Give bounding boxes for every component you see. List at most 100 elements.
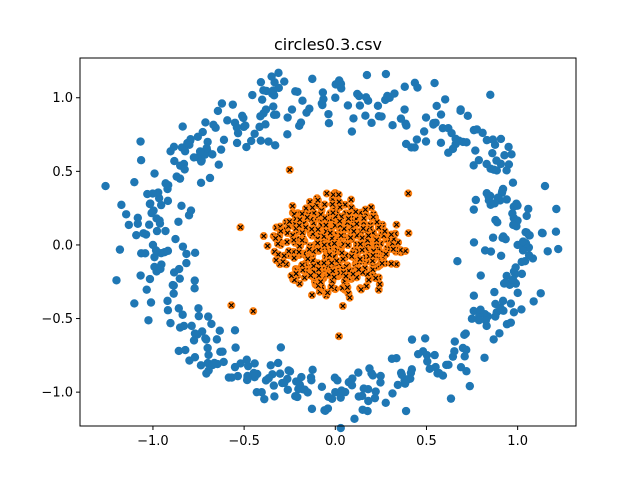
point bbox=[298, 96, 307, 105]
point bbox=[334, 332, 343, 341]
point bbox=[236, 223, 245, 232]
point bbox=[498, 233, 507, 243]
point bbox=[218, 347, 227, 356]
point bbox=[472, 125, 482, 134]
point bbox=[280, 251, 289, 260]
point bbox=[151, 246, 161, 255]
point bbox=[543, 247, 552, 256]
point bbox=[303, 388, 312, 397]
point bbox=[371, 274, 380, 283]
point bbox=[227, 301, 236, 310]
point bbox=[273, 358, 283, 368]
point bbox=[495, 329, 504, 338]
point bbox=[303, 254, 312, 263]
point bbox=[392, 220, 401, 229]
point bbox=[339, 255, 348, 264]
point bbox=[362, 70, 372, 80]
point bbox=[349, 270, 358, 279]
point bbox=[163, 196, 173, 206]
x-tick-label: −1.0 bbox=[137, 434, 169, 449]
point bbox=[498, 296, 508, 306]
point bbox=[334, 76, 344, 85]
point bbox=[146, 298, 156, 307]
point bbox=[328, 208, 337, 217]
point bbox=[181, 345, 190, 355]
point bbox=[270, 141, 280, 150]
point bbox=[223, 116, 232, 125]
point bbox=[280, 77, 289, 86]
point bbox=[193, 132, 203, 142]
point bbox=[381, 398, 390, 407]
point bbox=[497, 187, 507, 196]
y-axis: −1.0 −0.5 0.0 0.5 1.0 bbox=[41, 91, 80, 401]
point bbox=[307, 225, 316, 234]
point bbox=[246, 136, 256, 146]
point bbox=[476, 305, 485, 314]
point bbox=[271, 234, 280, 243]
point bbox=[172, 172, 181, 181]
point bbox=[130, 299, 139, 308]
point bbox=[174, 217, 183, 226]
x-tick-label: 0.0 bbox=[325, 434, 346, 449]
point bbox=[241, 121, 250, 130]
point bbox=[430, 350, 439, 360]
point bbox=[239, 113, 248, 123]
point bbox=[295, 248, 304, 257]
point bbox=[488, 135, 498, 144]
point bbox=[328, 267, 337, 276]
point bbox=[434, 368, 444, 378]
point bbox=[354, 368, 363, 377]
point bbox=[406, 368, 416, 378]
point bbox=[180, 147, 190, 156]
y-tick-label: 1.0 bbox=[52, 91, 73, 106]
point bbox=[471, 195, 481, 205]
point bbox=[308, 291, 317, 300]
point bbox=[163, 296, 172, 306]
point bbox=[401, 139, 411, 149]
point bbox=[182, 258, 191, 268]
point bbox=[249, 368, 259, 378]
point bbox=[175, 323, 185, 332]
point bbox=[490, 199, 499, 208]
point bbox=[232, 138, 242, 148]
point bbox=[517, 305, 526, 314]
point bbox=[423, 357, 432, 366]
point bbox=[137, 249, 146, 258]
point bbox=[471, 146, 480, 155]
point bbox=[467, 314, 477, 323]
point bbox=[481, 316, 491, 325]
point bbox=[325, 250, 334, 259]
point bbox=[320, 406, 329, 415]
point bbox=[187, 321, 196, 331]
point bbox=[359, 224, 368, 233]
point bbox=[413, 349, 423, 359]
point bbox=[489, 335, 498, 344]
point bbox=[381, 250, 390, 259]
point bbox=[101, 181, 110, 191]
point bbox=[189, 336, 199, 345]
point bbox=[250, 359, 259, 368]
point bbox=[323, 288, 332, 297]
point bbox=[353, 89, 362, 99]
point bbox=[390, 89, 399, 98]
point bbox=[285, 165, 294, 174]
point bbox=[375, 280, 384, 289]
point bbox=[205, 173, 215, 183]
point bbox=[507, 150, 516, 159]
point bbox=[261, 120, 270, 129]
point bbox=[363, 406, 372, 416]
point bbox=[341, 272, 350, 281]
point bbox=[204, 312, 213, 321]
point bbox=[314, 271, 323, 280]
point bbox=[518, 246, 528, 255]
point bbox=[300, 273, 309, 282]
point bbox=[266, 361, 275, 370]
point bbox=[252, 387, 261, 397]
point bbox=[183, 138, 192, 148]
point bbox=[400, 105, 409, 114]
point bbox=[298, 260, 307, 269]
point bbox=[144, 316, 153, 325]
point bbox=[161, 226, 170, 236]
point bbox=[270, 392, 279, 401]
point bbox=[338, 302, 347, 311]
